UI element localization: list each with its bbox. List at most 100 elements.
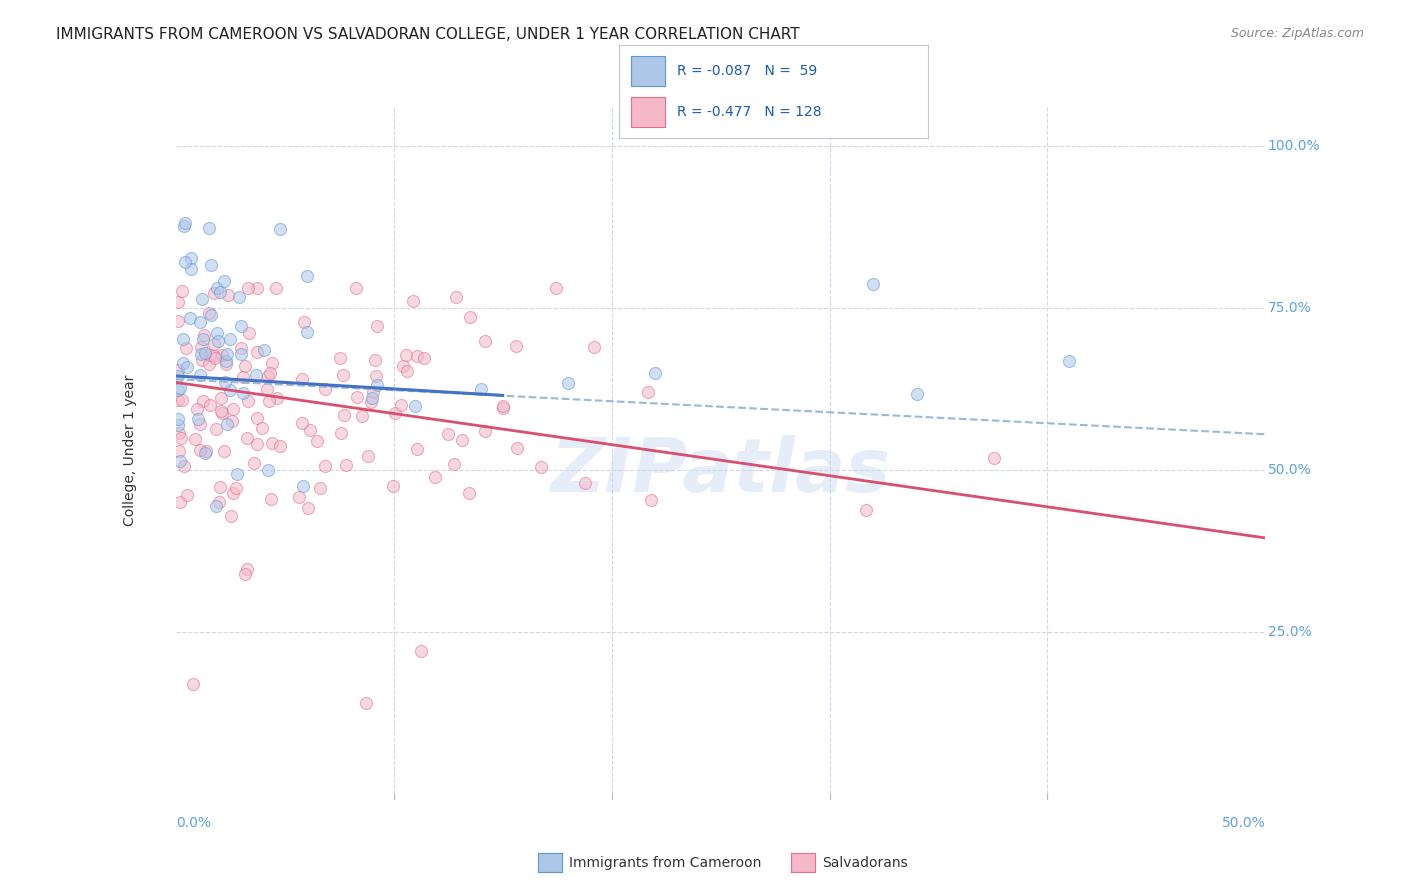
Point [458,310,481,324]
Point [246,437,269,451]
Point [406,349,429,363]
Point [259,366,281,380]
Text: IMMIGRANTS FROM CAMEROON VS SALVADORAN COLLEGE, UNDER 1 YEAR CORRELATION CHART: IMMIGRANTS FROM CAMEROON VS SALVADORAN C… [56,27,800,42]
Point [360,391,382,405]
Point [167,417,190,432]
Point [215,417,238,431]
Point [228,290,250,304]
Point [193,328,215,343]
Point [190,368,212,382]
Point [238,394,260,409]
Point [361,384,384,399]
Point [855,503,877,517]
Point [335,458,357,473]
Point [637,385,659,400]
Point [582,340,605,354]
Point [205,499,228,513]
Point [167,369,190,384]
Point [207,281,229,295]
Point [256,463,278,477]
Point [172,356,194,370]
Point [366,369,388,384]
Point [214,375,236,389]
Point [202,285,225,300]
Point [354,696,377,710]
Point [217,288,239,302]
Point [269,439,291,453]
Point [262,356,284,370]
Point [297,500,319,515]
Point [215,347,238,361]
Point [288,490,311,504]
Point [443,457,465,471]
Point [190,340,212,354]
Point [291,372,314,386]
Point [169,444,191,458]
Point [1057,354,1080,368]
Point [405,399,427,413]
Point [366,319,388,334]
Point [557,376,579,391]
Point [360,395,382,409]
Point [231,341,253,355]
Point [198,348,221,362]
FancyBboxPatch shape [631,56,665,86]
Point [862,277,884,292]
Point [232,370,254,384]
Point [193,394,215,409]
Point [409,644,432,658]
Point [209,403,232,417]
Point [332,368,354,383]
Point [226,467,249,482]
Point [186,402,208,417]
Point [366,377,388,392]
Point [644,366,666,380]
Point [181,677,204,691]
Text: Immigrants from Cameroon: Immigrants from Cameroon [568,855,761,870]
Point [180,262,202,277]
Text: Source: ZipAtlas.com: Source: ZipAtlas.com [1230,27,1364,40]
Point [198,357,221,371]
Point [222,401,245,416]
Point [209,285,232,300]
Point [200,258,222,272]
Point [167,314,190,328]
Point [246,281,269,295]
Point [169,381,191,395]
Point [235,431,257,445]
Point [314,382,336,396]
Text: R = -0.087   N =  59: R = -0.087 N = 59 [678,64,818,78]
Text: 50.0%: 50.0% [1268,463,1312,477]
Point [174,255,197,269]
Point [188,315,211,329]
Point [245,411,267,425]
Point [173,219,195,233]
Point [174,341,197,355]
Point [167,412,190,426]
Point [194,443,217,458]
Point [211,348,233,362]
Point [260,492,283,507]
Point [232,386,254,401]
Point [179,311,201,326]
Point [333,408,356,422]
FancyBboxPatch shape [631,97,665,127]
Point [208,495,231,509]
Point [207,326,229,340]
Point [292,315,315,329]
Text: R = -0.477   N = 128: R = -0.477 N = 128 [678,105,823,119]
Point [194,445,217,459]
Point [298,423,321,437]
Point [170,431,193,445]
Point [474,334,496,349]
Point [169,495,191,509]
Point [402,293,425,308]
Point [233,359,256,373]
Point [329,426,352,441]
Point [197,220,219,235]
Point [389,398,412,412]
Point [188,442,211,457]
Point [305,434,328,448]
Point [257,393,280,408]
Point [262,435,284,450]
